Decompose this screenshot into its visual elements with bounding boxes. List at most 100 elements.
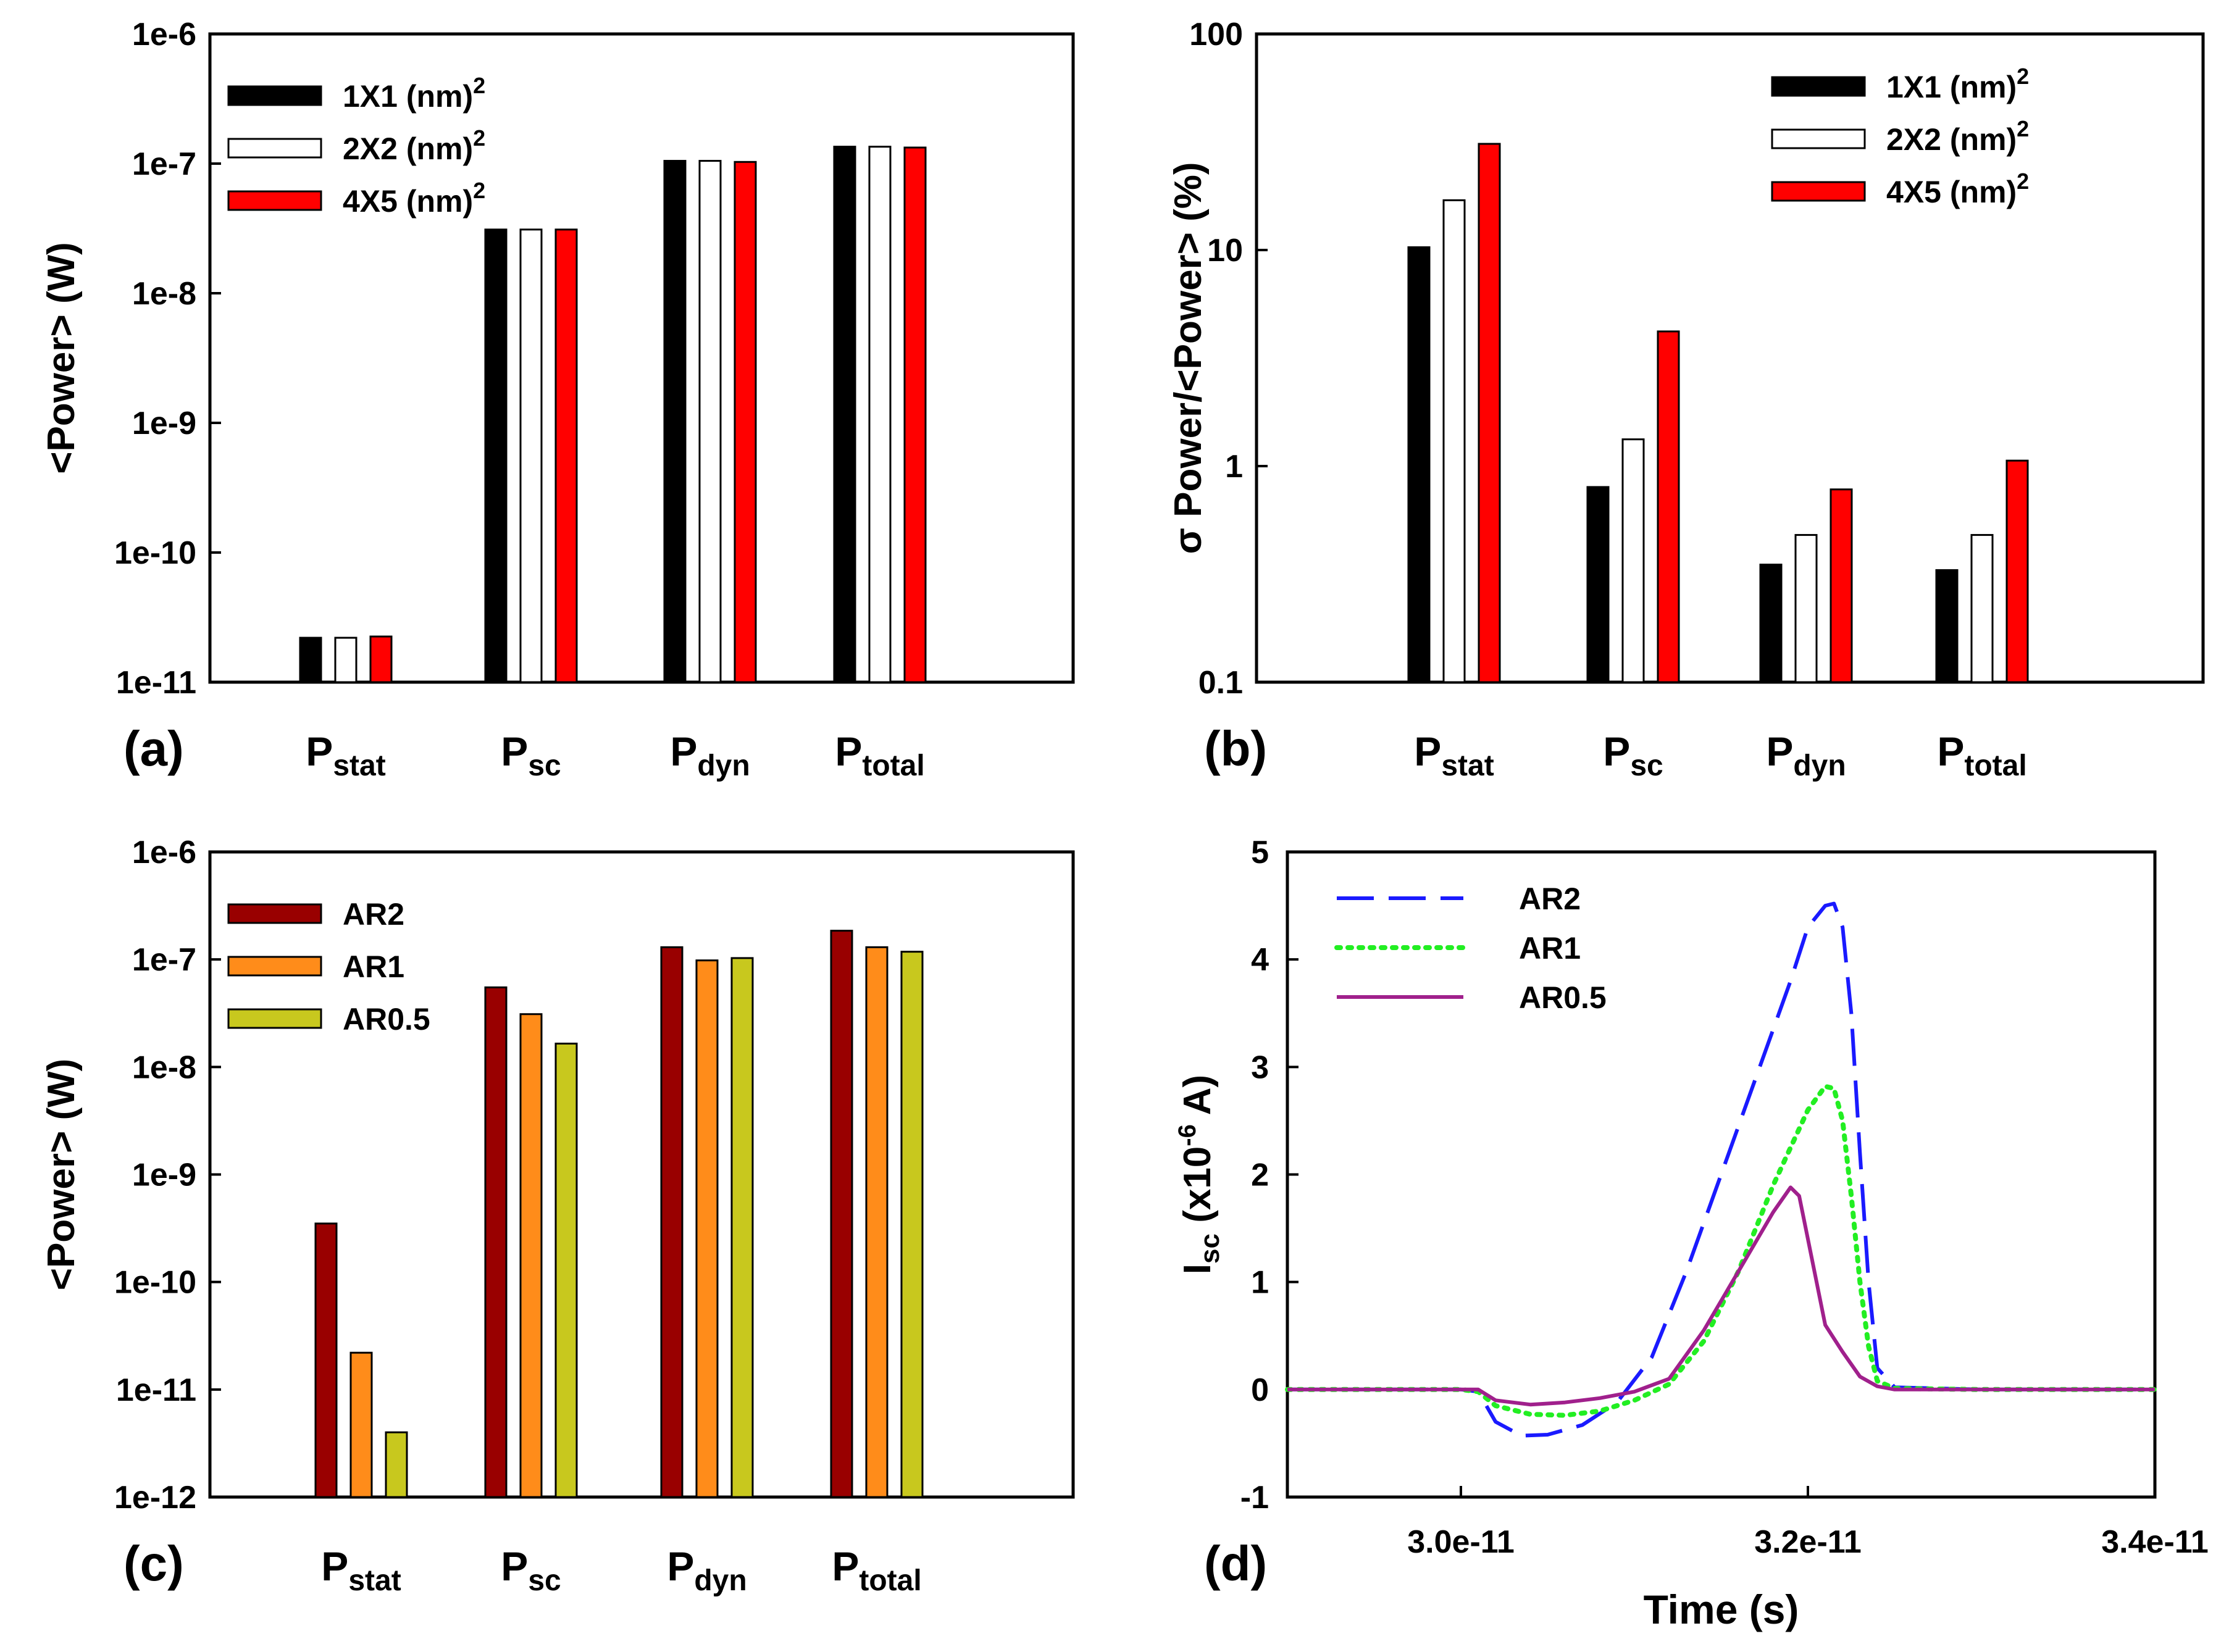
legend-label: 2X2 (nm)2 bbox=[1886, 116, 2029, 157]
bar-AR0.5-stat bbox=[385, 1431, 408, 1498]
y-tick-label: 1 bbox=[1225, 449, 1243, 485]
bar-1X1nm-total bbox=[833, 146, 856, 683]
y-tick-label: -1 bbox=[1240, 1480, 1269, 1516]
y-tick-label: 1e-8 bbox=[132, 1049, 196, 1085]
y-tick-label: 1e-9 bbox=[132, 1158, 196, 1193]
category-label: Psc bbox=[1603, 728, 1663, 782]
y-tick-label: 5 bbox=[1251, 835, 1269, 870]
bar-AR2-sc bbox=[484, 986, 508, 1498]
bar-AR2-stat bbox=[314, 1222, 338, 1498]
legend-label: 1X1 (nm)2 bbox=[1886, 64, 2029, 104]
legend-swatch bbox=[227, 138, 322, 159]
category-label: Pstat bbox=[306, 728, 385, 782]
y-tick-label: 1e-7 bbox=[132, 146, 196, 182]
y-tick-label: 1e-6 bbox=[132, 835, 196, 870]
category-label: Pstat bbox=[321, 1543, 401, 1597]
category-label: Pdyn bbox=[670, 728, 750, 782]
panel-c: 1e-12 1e-11 1e-10 1e-9 1e-8 1e-7 1e-6 <Power> (… bbox=[40, 835, 1075, 1597]
bar-AR0.5-total bbox=[900, 951, 924, 1498]
y-tick-label: 1e-11 bbox=[116, 665, 196, 701]
bar-4X5nm-sc bbox=[554, 228, 578, 683]
bar-AR0.5-sc bbox=[554, 1042, 578, 1498]
legend-label: AR2 bbox=[343, 897, 404, 932]
y-tick-label: 10 bbox=[1207, 233, 1243, 269]
y-tick-label: 100 bbox=[1189, 17, 1243, 52]
category-label: Psc bbox=[501, 728, 561, 782]
category-label: Psc bbox=[501, 1543, 561, 1597]
category-label: Ptotal bbox=[832, 1543, 921, 1597]
bar-1X1nm-dyn bbox=[1759, 564, 1783, 683]
legend-label: 1X1 (nm)2 bbox=[343, 73, 485, 114]
bar-AR1-sc bbox=[519, 1013, 543, 1498]
bar-1X1nm-sc bbox=[1586, 486, 1610, 683]
legend-swatch bbox=[1771, 76, 1866, 97]
x-tick-label: 3.0e-11 bbox=[1407, 1524, 1515, 1560]
y-tick-label: 1 bbox=[1251, 1265, 1269, 1301]
plot-frame bbox=[208, 850, 1075, 1499]
y-tick-label: 3 bbox=[1251, 1049, 1269, 1085]
bar-4X5nm-stat bbox=[1478, 143, 1501, 683]
legend-label: 2X2 (nm)2 bbox=[343, 125, 485, 166]
bar-2X2nm-total bbox=[1970, 534, 1994, 683]
category-label: Pdyn bbox=[1766, 728, 1846, 782]
legend-swatch bbox=[1771, 181, 1866, 202]
bar-4X5nm-dyn bbox=[734, 161, 757, 683]
y-tick-label: 1e-8 bbox=[132, 276, 196, 312]
series-line-AR1 bbox=[1285, 1083, 2157, 1418]
panel-d: -1 0 1 2 3 4 5 3.0e-11 3.2e-11 3.4e-11 Time (s) Isc… bbox=[1174, 835, 2209, 1632]
plot-frame bbox=[208, 32, 1075, 684]
y-tick-label: 2 bbox=[1251, 1158, 1269, 1193]
category-label: Ptotal bbox=[1937, 728, 2026, 782]
bar-4X5nm-sc bbox=[1657, 330, 1680, 683]
bar-1X1nm-stat bbox=[299, 636, 322, 683]
bar-2X2nm-total bbox=[868, 146, 892, 683]
bar-2X2nm-sc bbox=[519, 228, 543, 683]
bar-AR0.5-dyn bbox=[730, 957, 754, 1498]
bar-4X5nm-total bbox=[903, 146, 927, 683]
legend-swatch bbox=[227, 956, 322, 977]
panel-b: 0.1 1 10 100 σ Power/<Power> (%) Pstat Psc Pdyn… bbox=[1167, 17, 2205, 782]
y-tick-label: 0 bbox=[1251, 1372, 1269, 1408]
legend-swatch bbox=[227, 1008, 322, 1029]
legend-label: AR0.5 bbox=[1519, 980, 1607, 1015]
legend-swatch bbox=[227, 85, 322, 106]
y-tick-label: 1e-12 bbox=[114, 1480, 196, 1516]
bar-1X1nm-stat bbox=[1407, 246, 1431, 683]
y-axis-label: σ Power/<Power> (%) bbox=[1167, 162, 1210, 554]
x-tick-label: 3.2e-11 bbox=[1754, 1524, 1862, 1560]
legend-swatch bbox=[227, 903, 322, 924]
bar-AR1-dyn bbox=[695, 959, 719, 1498]
x-tick-label: 3.4e-11 bbox=[2101, 1524, 2209, 1560]
legend-label: AR2 bbox=[1519, 882, 1581, 916]
bar-4X5nm-total bbox=[2005, 459, 2029, 683]
plot-frame bbox=[1255, 32, 2205, 684]
bar-AR1-total bbox=[865, 946, 889, 1498]
y-axis-label: Isc (x10-6 A) bbox=[1174, 1075, 1225, 1274]
panel-label: (b) bbox=[1204, 721, 1267, 776]
bar-1X1nm-total bbox=[1935, 569, 1959, 683]
panel-label: (c) bbox=[123, 1536, 184, 1591]
bar-1X1nm-dyn bbox=[663, 160, 687, 683]
bar-2X2nm-dyn bbox=[1794, 534, 1818, 683]
panel-label: (d) bbox=[1204, 1536, 1267, 1591]
bar-2X2nm-dyn bbox=[698, 160, 722, 683]
category-label: Ptotal bbox=[835, 728, 924, 782]
legend-swatch bbox=[1771, 128, 1866, 149]
legend-label: AR0.5 bbox=[343, 1002, 430, 1037]
bar-2X2nm-stat bbox=[1442, 199, 1466, 683]
y-tick-label: 0.1 bbox=[1198, 665, 1243, 701]
bar-AR2-total bbox=[830, 930, 853, 1498]
category-label: Pstat bbox=[1414, 728, 1494, 782]
legend-label: AR1 bbox=[343, 949, 404, 984]
x-axis-label: Time (s) bbox=[1644, 1587, 1799, 1632]
bar-2X2nm-stat bbox=[334, 636, 358, 683]
y-tick-label: 1e-10 bbox=[114, 535, 196, 571]
y-tick-label: 1e-7 bbox=[132, 942, 196, 978]
y-tick-label: 4 bbox=[1251, 942, 1269, 978]
bar-AR2-dyn bbox=[660, 946, 684, 1498]
category-label: Pdyn bbox=[667, 1543, 746, 1597]
y-tick-label: 1e-11 bbox=[116, 1372, 196, 1408]
bar-4X5nm-dyn bbox=[1830, 488, 1853, 683]
series-line-AR0.5 bbox=[1287, 1185, 2155, 1407]
